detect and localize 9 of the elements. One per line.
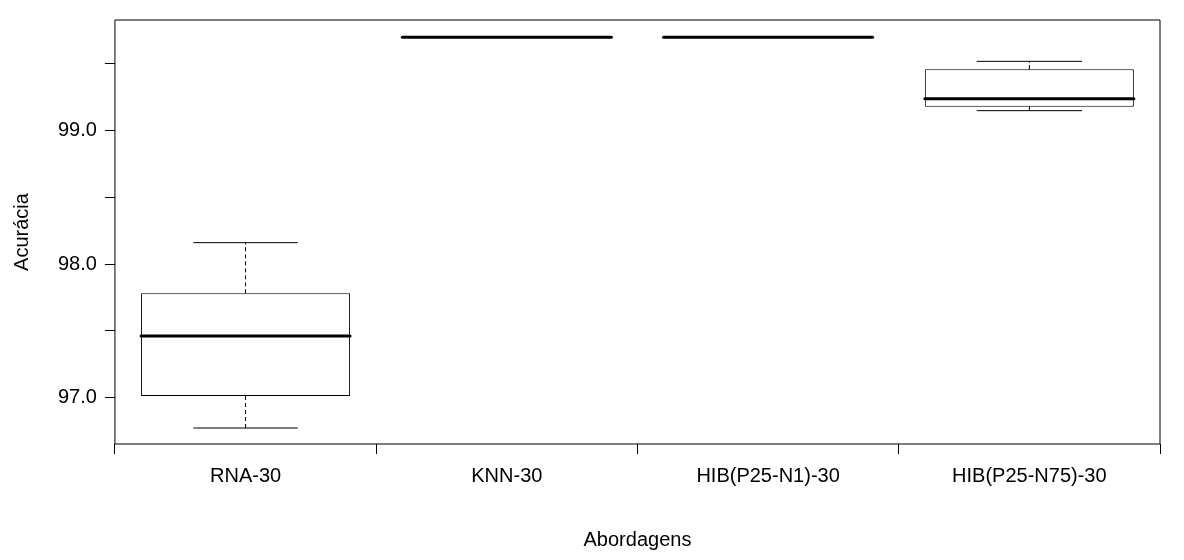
y-tick-label: 98.0 [57, 251, 97, 274]
x-tick-label: RNA-30 [209, 463, 282, 486]
y-tick-label: 97.0 [57, 384, 97, 407]
y-axis-title: Acurácia [9, 192, 32, 271]
x-axis-title: Abordagens [583, 527, 692, 550]
x-tick-label: HIB(P25-N1)-30 [696, 463, 840, 486]
y-tick-label: 99.0 [57, 118, 97, 141]
x-tick-label: KNN-30 [471, 463, 543, 486]
x-tick-label: HIB(P25-N75)-30 [952, 463, 1107, 486]
